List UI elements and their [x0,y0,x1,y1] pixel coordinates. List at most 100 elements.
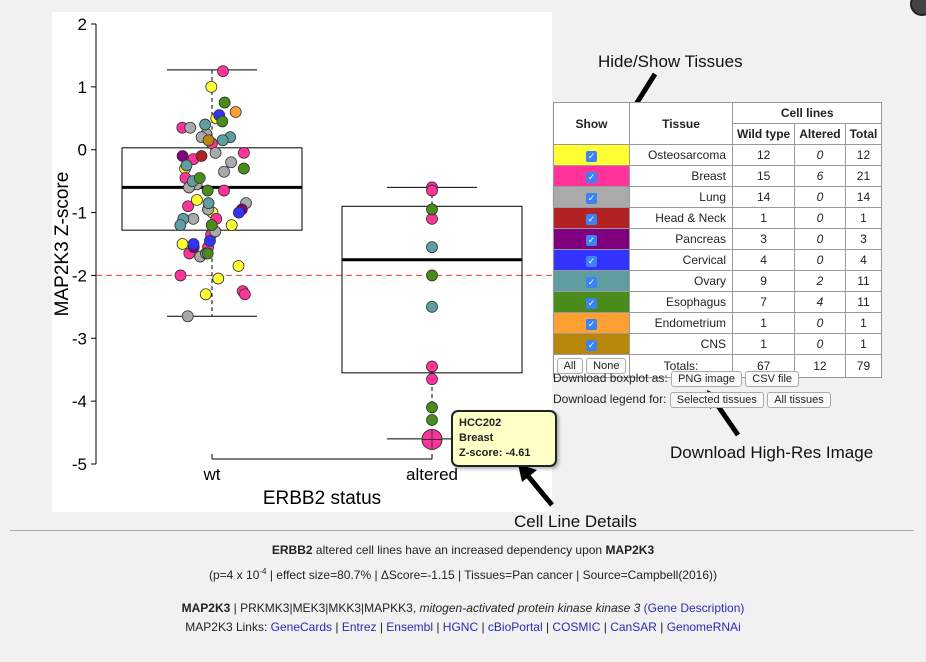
data-point [182,200,194,213]
gene-link[interactable]: HGNC [442,620,479,634]
total-count: 1 [844,333,883,355]
wild-type-count: 7 [731,291,796,313]
data-point [176,238,189,250]
totals-altered: 12 [794,354,846,378]
show-checkbox[interactable]: ✓ [586,193,597,204]
links-container: GeneCards | Entrez | Ensembl | HGNC | cB… [271,620,741,634]
gene-link[interactable]: Entrez [341,620,377,634]
gene-link[interactable]: GenomeRNAi [666,620,741,634]
all-tissues-button[interactable]: All tissues [767,392,831,408]
data-point [232,206,245,219]
gene-link[interactable]: COSMIC [552,620,601,634]
download-legend-label: Download legend for: [553,392,667,406]
y-tick-label: -1 [72,204,87,223]
data-point [191,194,203,206]
data-point [204,234,216,247]
data-point [202,197,215,210]
tissue-swatch: ✓ [553,333,630,355]
show-checkbox[interactable]: ✓ [586,172,597,183]
wild-type-count: 14 [731,186,796,208]
show-checkbox[interactable]: ✓ [586,277,597,288]
gene-synonyms: | PRKMK3|MEK3|MKK3|MAPKK3, [230,601,420,615]
tooltip-tissue: Breast [459,432,494,444]
tooltip-cell-line: HCC202 [459,417,502,429]
all-none-cell: All None [553,354,630,378]
tissue-name: Lung [629,186,733,208]
data-point [195,150,208,162]
stats-rest: | effect size=80.7% | ΔScore=-1.15 | Tis… [266,568,717,582]
data-point [216,134,229,147]
select-none-button[interactable]: None [586,358,627,374]
header-altered: Altered [794,123,846,145]
data-point [225,156,237,169]
selected-tissues-button[interactable]: Selected tissues [669,392,764,408]
gene-links-line: MAP2K3 Links: GeneCards | Entrez | Ensem… [0,620,926,634]
data-point [180,159,193,172]
wild-type-count: 9 [731,270,796,292]
data-point [199,118,212,131]
gene-link[interactable]: GeneCards [270,620,333,634]
data-point [237,162,250,175]
data-point [202,134,215,147]
tissue-swatch: ✓ [553,228,630,250]
show-checkbox[interactable]: ✓ [586,151,597,162]
csv-file-button[interactable]: CSV file [745,371,800,387]
show-checkbox[interactable]: ✓ [586,340,597,351]
y-tick-label: -4 [72,392,87,411]
y-tick-label: -5 [72,455,87,474]
total-count: 4 [844,249,883,271]
corner-icon[interactable] [910,0,926,16]
png-image-button[interactable]: PNG image [671,371,742,387]
data-point [426,373,438,386]
link-separator: | [432,620,443,634]
download-boxplot-row: Download boxplot as: PNG image CSV file [553,371,800,387]
altered-count: 6 [794,165,846,187]
x-tick-label: altered [406,465,458,484]
legend-row: ✓ Head & Neck 1 0 1 [553,207,883,229]
x-axis-label: ERBB2 status [263,488,381,509]
gene-link[interactable]: CanSAR [610,620,657,634]
footer-divider [10,530,914,531]
data-point [426,300,438,313]
data-point [426,401,438,414]
show-checkbox[interactable]: ✓ [586,298,597,309]
data-point [426,203,438,216]
totals-total: 79 [844,354,883,378]
total-count: 11 [844,270,883,292]
data-point [199,288,212,301]
legend-row: ✓ Esophagus 7 4 11 [553,291,883,313]
gene-link[interactable]: cBioPortal [487,620,543,634]
gene-info-line: MAP2K3 | PRKMK3|MEK3|MKK3|MAPKK3, mitoge… [0,601,926,615]
show-checkbox[interactable]: ✓ [586,235,597,246]
legend-row: ✓ Breast 15 6 21 [553,165,883,187]
altered-count: 0 [794,186,846,208]
link-separator: | [656,620,667,634]
data-point [212,272,225,285]
gene-fullname: mitogen-activated protein kinase kinase … [419,601,641,615]
legend-body: ✓ Osteosarcoma 12 0 12 ✓ Breast 15 6 21 ✓ Lung 14 0 14… [553,144,883,355]
show-checkbox[interactable]: ✓ [586,319,597,330]
wild-type-count: 12 [731,144,796,166]
annotation-cell-line-details: Cell Line Details [514,512,637,531]
stats-prefix: (p=4 x 10 [209,568,260,582]
total-count: 11 [844,291,883,313]
show-checkbox[interactable]: ✓ [586,256,597,267]
show-checkbox[interactable]: ✓ [586,214,597,225]
legend-row: ✓ Pancreas 3 0 3 [553,228,883,250]
gene-description-link[interactable]: (Gene Description) [643,601,745,615]
select-all-button[interactable]: All [556,358,583,374]
header-tissue: Tissue [629,102,733,145]
total-count: 1 [844,312,883,334]
tissue-name: Head & Neck [629,207,733,229]
tissue-swatch: ✓ [553,249,630,271]
summary-gene: ERBB2 [271,543,313,557]
y-tick-label: 1 [78,78,87,97]
tissue-swatch: ✓ [553,165,630,187]
data-point [181,310,194,323]
data-point [229,106,242,118]
data-point [174,219,187,232]
altered-count: 0 [794,207,846,229]
header-cell-lines: Cell lines [731,102,883,124]
gene-link[interactable]: Ensembl [386,620,433,634]
y-tick-label: -3 [72,329,87,348]
